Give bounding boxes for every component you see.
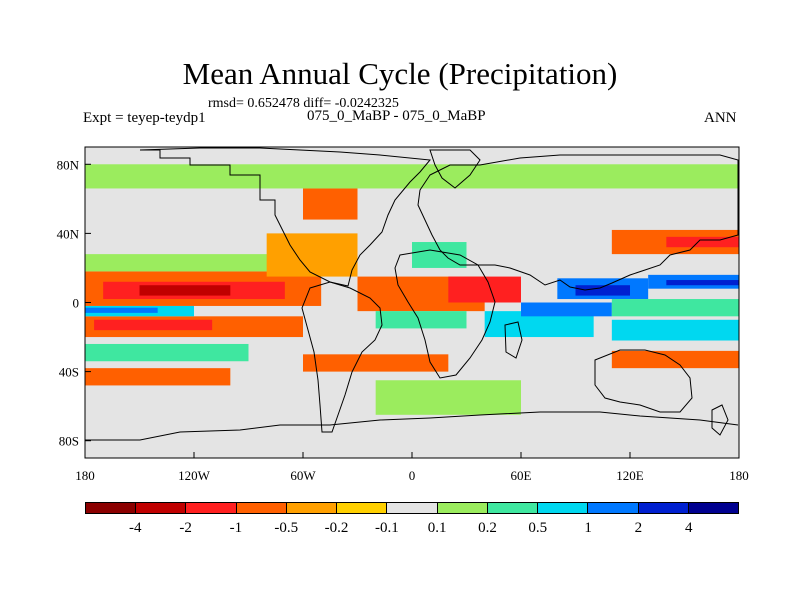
colorbar-swatch-12 <box>688 503 739 513</box>
colorbar-swatch-7 <box>437 503 488 513</box>
x-tick-label: 60E <box>511 468 532 483</box>
colorbar-label: -0.2 <box>324 520 349 536</box>
colorbar-label: -2 <box>179 520 192 536</box>
x-tick-label: 180 <box>75 468 95 483</box>
colorbar-swatch-8 <box>487 503 539 513</box>
colorbar-label: -1 <box>229 520 243 536</box>
colorbar-swatch-0 <box>86 503 137 513</box>
colorbar-label: 0.5 <box>528 520 548 536</box>
precip-region-5 <box>94 319 213 331</box>
precip-region-29 <box>303 354 449 372</box>
coastline-australia <box>594 349 693 413</box>
colorbar-swatch-5 <box>337 503 388 513</box>
coastline-antarctica <box>85 411 739 441</box>
precip-region-17 <box>521 302 612 317</box>
y-tick-label: 40N <box>57 226 80 241</box>
precip-region-3 <box>139 285 231 296</box>
x-tick-label: 120E <box>616 468 644 483</box>
precip-region-27 <box>375 380 521 415</box>
precip-region-9 <box>85 343 249 362</box>
y-axis: 80N 40N 0 40S 80S <box>57 157 91 449</box>
colorbar-label: 1 <box>584 520 592 536</box>
coastline-eurasia <box>417 154 739 291</box>
coastline-greenland <box>429 149 481 189</box>
precip-region-12 <box>303 188 358 220</box>
precip-region-25 <box>611 319 739 341</box>
y-tick-label: 80S <box>59 434 79 449</box>
precip-region-28 <box>85 164 739 189</box>
colorbar-swatch-2 <box>186 503 237 513</box>
precip-region-24 <box>611 299 739 317</box>
colorbar-swatch-11 <box>638 503 689 513</box>
precip-region-23 <box>666 236 739 248</box>
colorbar-label: -0.5 <box>274 520 299 536</box>
colorbar-label: 0.1 <box>427 520 447 536</box>
precip-region-8 <box>85 254 303 272</box>
precip-region-10 <box>85 368 231 386</box>
coastlines <box>85 147 739 441</box>
colorbar-swatch-9 <box>538 503 589 513</box>
colorbar-swatch-1 <box>136 503 187 513</box>
colorbar-swatch-3 <box>236 503 287 513</box>
chart-title: Mean Annual Cycle (Precipitation) <box>182 56 618 91</box>
colorbar-swatch-6 <box>387 503 438 513</box>
coastline-south-america <box>301 281 383 433</box>
colorbar-label: 4 <box>684 520 693 536</box>
y-tick-label: 0 <box>73 296 80 311</box>
coastline-north-america <box>139 147 431 287</box>
x-tick-label: 0 <box>409 468 416 483</box>
precip-field <box>85 147 739 458</box>
y-tick-label: 80N <box>57 157 80 172</box>
x-tick-label: 60W <box>290 468 316 483</box>
precip-region-11 <box>266 233 358 277</box>
precip-region-7 <box>85 307 158 313</box>
colorbar-label: 0.2 <box>478 520 497 536</box>
colorbar-label: 2 <box>634 520 643 536</box>
precip-region-19 <box>575 285 630 296</box>
colorbar <box>85 502 739 514</box>
colorbar-swatch-10 <box>588 503 639 513</box>
y-tick-label: 40S <box>59 365 79 380</box>
colorbar-label: -4 <box>129 520 142 536</box>
precip-region-30 <box>375 311 467 329</box>
case-label: 075_0_MaBP - 075_0_MaBP <box>307 108 486 124</box>
coastline-africa <box>394 249 496 379</box>
colorbar-label: -0.1 <box>374 520 399 536</box>
coastline-madagascar <box>504 321 523 359</box>
experiment-label: Expt = teyep-teydp1 <box>83 110 206 126</box>
precip-region-15 <box>448 276 521 303</box>
stats-line: rmsd= 0.652478 diff= -0.0242325 <box>208 96 399 111</box>
x-tick-label: 120W <box>178 468 211 483</box>
x-axis: 180 120W 60W 0 60E 120E 180 <box>75 452 749 483</box>
x-tick-label: 180 <box>729 468 749 483</box>
season-label: ANN <box>704 110 737 126</box>
precip-region-26 <box>611 350 739 369</box>
colorbar-swatch-4 <box>286 503 338 513</box>
coastline-new-zealand <box>711 404 729 436</box>
precip-region-21 <box>666 280 739 286</box>
